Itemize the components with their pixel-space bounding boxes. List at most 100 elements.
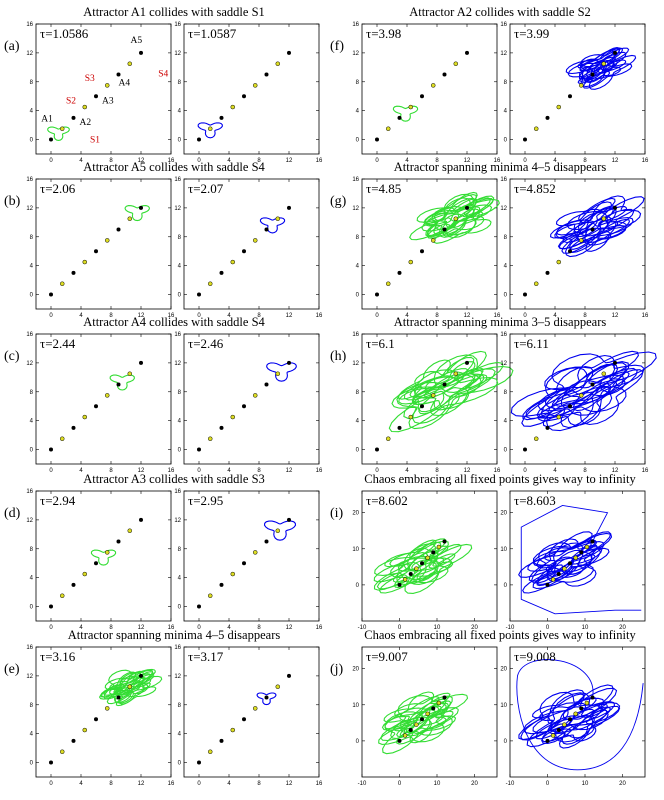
minimum-point [197,760,201,765]
x-tick-label: 4 [405,158,409,164]
minimum-point [264,382,269,387]
minimum-point [579,550,584,555]
minimum-point [71,115,76,120]
attractor-orbit [384,691,447,730]
y-tick-label: 0 [356,448,360,454]
escape-trajectory [516,659,644,771]
saddle-point [556,414,561,420]
saddle-point [573,555,578,561]
y-tick-label: 8 [30,547,34,553]
minimum-point [579,706,584,711]
y-tick-label: 8 [356,235,360,241]
y-tick-label: 12 [26,51,33,57]
subplot: -10 0 10 20 0 10 20 τ=8.602 [352,490,498,631]
subplot: 0 4 8 12 16 0 4 8 12 16 τ=1.0587 [174,22,323,164]
subplot: 0 4 8 12 16 0 4 8 12 16 τ=2.07 [174,177,323,319]
x-tick-label: 16 [168,313,175,319]
y-tick-label: 16 [174,177,181,183]
attractor-orbit [558,216,612,250]
saddle-point [402,733,408,738]
x-tick-label: -10 [506,781,515,787]
y-tick-label: 0 [356,583,360,589]
y-tick-label: 8 [30,703,34,709]
x-tick-label: 10 [582,625,589,631]
x-tick-label: 8 [583,468,587,474]
x-tick-label: 12 [464,158,471,164]
attractor-orbit [393,561,440,588]
tau-label: τ=3.16 [40,649,76,664]
saddle-point [208,126,213,131]
saddle-point [208,436,213,441]
tau-label: τ=4.85 [366,181,401,196]
saddle-point [386,126,391,131]
minimum-point [431,550,436,555]
saddle-point [230,414,235,420]
panel-title: Attractor spanning minima 4–5 disappears [68,628,281,642]
saddle-point [414,722,419,727]
panel-label: (c) [4,349,20,364]
plot-frame [183,178,320,310]
minimum-point [287,673,291,678]
tau-label: τ=2.46 [188,336,224,351]
saddle-point [534,281,539,286]
attractor-orbit [536,362,627,419]
saddle-point [556,259,561,265]
y-tick-label: 4 [356,419,360,425]
x-tick-label: 0 [546,625,550,631]
tau-label: τ=6.1 [366,336,395,351]
minimum-point [71,738,76,743]
y-tick-label: 12 [26,674,33,680]
x-tick-label: 4 [79,468,83,474]
minimum-point [197,292,201,297]
y-tick-label: 4 [178,109,182,115]
x-tick-label: 12 [286,468,293,474]
saddle-point [253,83,258,88]
saddle-point [408,104,413,110]
minimum-point [420,561,424,566]
plot-frame [183,333,320,465]
minimum-point [116,382,121,387]
saddle-point [253,550,258,555]
panel-title: Attractor A4 collides with saddle S4 [83,315,265,329]
x-tick-label: 8 [257,468,261,474]
attractor-orbit [541,708,595,743]
x-tick-label: 16 [168,625,175,631]
saddle-point [562,566,567,571]
saddle-point [584,700,590,706]
plot-frame [183,646,320,778]
y-tick-label: 20 [500,667,507,673]
x-tick-label: 4 [553,468,557,474]
minimum-point [219,115,224,120]
attractor [510,350,657,432]
attractor-orbit [532,539,597,578]
x-tick-label: 4 [79,781,83,787]
minimum-point [264,227,269,232]
attractor-orbit [384,539,437,570]
x-tick-label: 0 [49,313,53,319]
y-tick-label: 8 [178,235,182,241]
x-tick-label: 20 [619,781,626,787]
attractor-orbit [532,684,614,734]
attractor-orbit [398,373,464,413]
plot-frame [361,646,498,778]
panel-title: Attractor spanning minima 4–5 disappears [394,160,607,174]
x-tick-label: 12 [286,625,293,631]
y-tick-label: 12 [174,361,181,367]
minimum-point [465,205,469,210]
attractor-orbit [535,702,595,740]
minimum-point [287,50,291,55]
x-tick-label: 12 [138,781,145,787]
minimum-point [94,249,98,254]
x-tick-label: 12 [286,158,293,164]
escape-trajectory [520,504,642,615]
tau-label: τ=8.602 [366,493,408,508]
y-tick-label: 0 [504,739,508,745]
x-tick-label: 8 [257,313,261,319]
attractor-orbit [414,361,504,417]
y-tick-label: 16 [26,489,33,495]
minimum-point [71,425,76,430]
saddle-point [584,544,590,550]
x-tick-label: 0 [398,625,402,631]
attractor-orbit [409,558,454,584]
y-tick-label: 4 [504,264,508,270]
